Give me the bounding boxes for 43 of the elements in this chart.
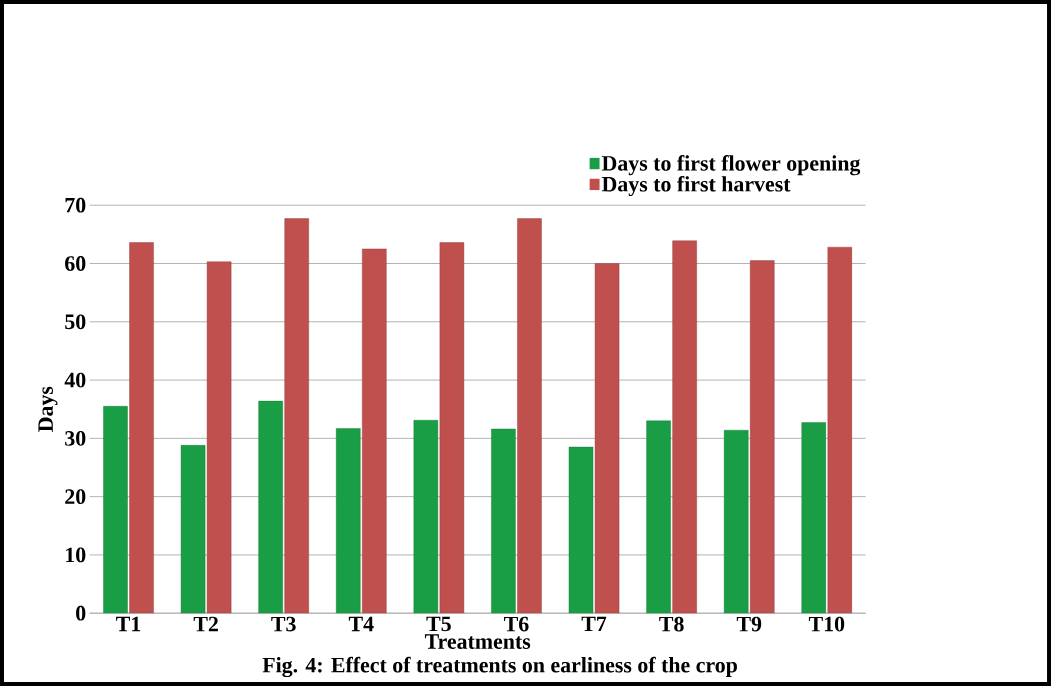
- bar: [413, 420, 439, 614]
- y-axis-title: Days: [38, 386, 58, 432]
- x-tick-label: T4: [348, 616, 374, 632]
- bar: [129, 242, 154, 614]
- x-tick-label: T9: [736, 616, 762, 632]
- x-tick-label: T5: [426, 616, 451, 632]
- x-tick-label: T2: [193, 616, 218, 632]
- y-tick-label: 30: [65, 430, 86, 446]
- bar: [180, 445, 206, 614]
- bar: [723, 430, 749, 614]
- x-tick-label: T1: [116, 616, 141, 632]
- y-tick-label: 60: [65, 256, 86, 271]
- legend-label: Days to first harvest: [601, 175, 791, 197]
- bar: [103, 406, 128, 614]
- y-tick-label: 50: [65, 314, 86, 330]
- bar: [594, 263, 620, 614]
- y-tick-label: 10: [66, 547, 86, 563]
- x-tick-label: T7: [581, 616, 607, 632]
- caption: Fig. 4: Effect of treatments on earliness of the crop: [262, 656, 737, 678]
- bar: [646, 420, 671, 614]
- y-tick-label: 70: [65, 197, 86, 213]
- x-tick-label: T6: [504, 616, 529, 632]
- y-tick-label: 20: [65, 489, 86, 505]
- x-axis-title: Treatments: [424, 634, 531, 649]
- bar: [491, 428, 516, 614]
- bar: [750, 260, 775, 614]
- x-tick-label: T8: [659, 616, 684, 632]
- bar: [284, 218, 309, 614]
- bar: [827, 246, 853, 614]
- bar: [517, 218, 542, 614]
- bar: [336, 428, 361, 614]
- y-tick-label: 0: [76, 605, 86, 621]
- x-tick-label: T10: [808, 616, 845, 632]
- y-tick-label: 40: [64, 372, 86, 388]
- bar: [206, 261, 232, 614]
- bar: [801, 422, 827, 614]
- legend-label: Days to first flower opening: [601, 155, 861, 176]
- x-tick-label: T3: [271, 616, 296, 632]
- bar: [258, 400, 283, 614]
- bar: [362, 248, 387, 614]
- bar: [568, 446, 594, 614]
- bar: [439, 242, 465, 614]
- bar: [672, 240, 697, 614]
